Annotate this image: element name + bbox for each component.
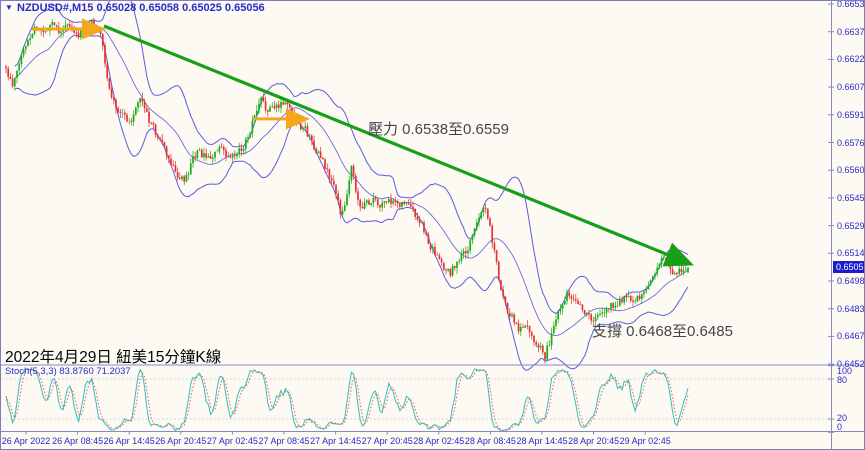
time-axis-label[interactable]: 28 Apr 14:45 <box>516 436 568 446</box>
price-axis-label: 0.65605 <box>837 165 865 176</box>
price-axis-label: 0.64520 <box>837 359 865 370</box>
price-axis-label: 0.65915 <box>837 109 865 120</box>
time-axis-label[interactable]: 27 Apr 02:45 <box>206 436 258 446</box>
chart-title-ohlc: NZDUSD#,M15 0.65028 0.65058 0.65025 0.65… <box>17 2 265 14</box>
time-axis-label[interactable]: 26 Apr 20:45 <box>155 436 207 446</box>
price-axis-label: 0.66375 <box>837 26 865 37</box>
bollinger-upper-band <box>14 1 689 315</box>
support-annotation[interactable]: 支撐 0.6468至0.6485 <box>592 323 733 340</box>
time-axis-label[interactable]: 27 Apr 20:45 <box>361 436 413 446</box>
bear-candle-bodies <box>5 20 683 360</box>
bollinger-lower-band <box>14 34 689 371</box>
stochastic-k-line <box>5 367 689 432</box>
time-axis-label[interactable]: 26 Apr 08:45 <box>52 436 104 446</box>
time-axis-label[interactable]: 27 Apr 08:45 <box>258 436 310 446</box>
price-axis-label: 0.64675 <box>837 331 865 342</box>
bull-candle-bodies <box>13 20 689 360</box>
trendline <box>103 24 694 267</box>
time-axis-label[interactable]: 29 Apr 02:45 <box>619 436 671 446</box>
price-axis-label: 0.64985 <box>837 276 865 286</box>
stoch-indicator-label: Stoch(5,3,3) 83.8760 71.2037 <box>5 366 131 377</box>
stoch-scale-label: 100 <box>837 366 853 376</box>
time-axis-label[interactable]: 27 Apr 14:45 <box>310 436 362 446</box>
stochastic-d-line <box>5 368 689 431</box>
time-axis-label[interactable]: 28 Apr 20:45 <box>568 436 620 446</box>
time-axis-label[interactable]: 28 Apr 02:45 <box>413 436 465 446</box>
symbol-marker-icon[interactable]: ▼ <box>5 3 13 12</box>
current-price-tag: 0.65056 <box>833 261 864 273</box>
price-axis-label: 0.65295 <box>837 220 865 231</box>
resistance-annotation[interactable]: 壓力 0.6538至0.6559 <box>368 121 509 138</box>
time-axis-label[interactable]: 28 Apr 08:45 <box>464 436 516 446</box>
time-axis-label[interactable]: 26 Apr 2022 <box>1 436 51 446</box>
stoch-scale-label: 20 <box>837 413 848 423</box>
stoch-scale-label: 0 <box>837 422 843 432</box>
bull-candle-wicks <box>14 19 689 362</box>
time-axis-label[interactable]: 26 Apr 14:45 <box>103 436 155 446</box>
stoch-scale-label: 80 <box>837 375 848 385</box>
chart-caption: 2022年4月29日 紐美15分鐘K線 <box>5 349 222 366</box>
